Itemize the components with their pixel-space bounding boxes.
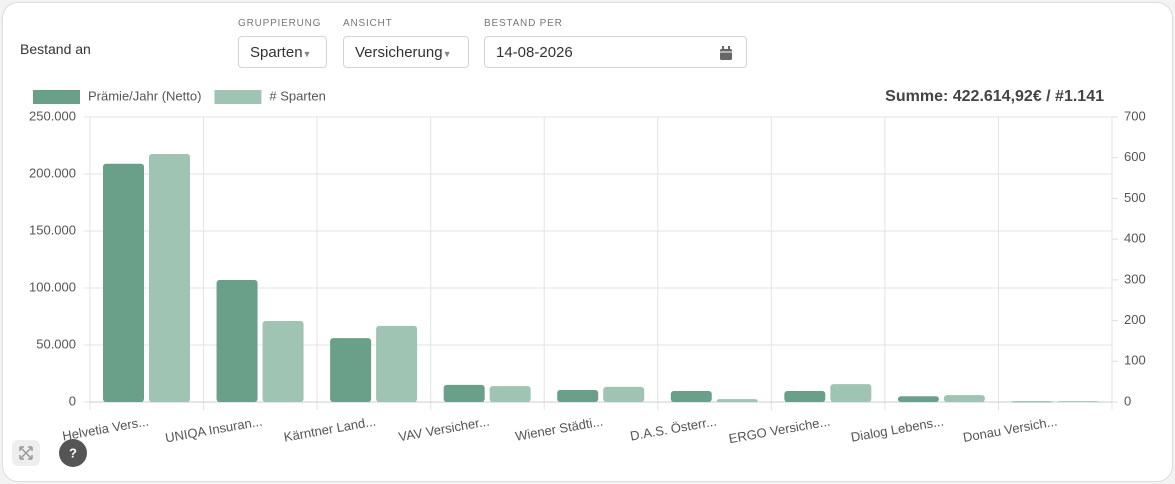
y2-tick-label: 500 [1124, 190, 1146, 205]
y2-tick-label: 100 [1124, 353, 1146, 368]
select[interactable]: Sparten▼ [238, 36, 327, 68]
y-tick-label: 0 [69, 393, 76, 408]
y2-tick-label: 200 [1124, 312, 1146, 327]
y-tick-label: 50.000 [36, 336, 76, 351]
calendar-icon [720, 46, 732, 60]
date-input[interactable]: 14-08-2026 [484, 36, 747, 68]
bar [603, 386, 645, 402]
y-tick-label: 200.000 [29, 165, 76, 180]
bar [830, 384, 872, 402]
control-label: ANSICHT [343, 18, 393, 29]
bar [716, 399, 758, 402]
select-value: Sparten [250, 44, 303, 61]
bar [262, 320, 304, 402]
legend-swatch [33, 90, 80, 104]
bar [1057, 401, 1099, 402]
y-tick-label: 250.000 [29, 108, 76, 123]
select-value: Versicherung [355, 44, 443, 61]
summary: Summe: 422.614,92€ / #1.141 [885, 88, 1104, 105]
x-tick-label: Donau Versich... [962, 414, 1059, 445]
x-tick-label: ERGO Versiche... [728, 414, 832, 447]
bar [103, 163, 144, 402]
bar [376, 325, 418, 402]
bar [943, 395, 985, 402]
x-tick-label: Wiener Städti... [514, 414, 604, 444]
y2-tick-label: 300 [1124, 271, 1146, 286]
x-tick-label: Helvetia Vers... [61, 414, 150, 444]
bar [557, 390, 599, 402]
bar [216, 280, 258, 402]
legend-label: # Sparten [269, 88, 325, 103]
y2-tick-label: 700 [1124, 108, 1146, 123]
bar [1011, 401, 1053, 403]
x-tick-label: VAV Versicher... [397, 414, 490, 445]
x-tick-label: Dialog Lebens... [850, 414, 945, 445]
y2-tick-label: 400 [1124, 231, 1146, 246]
legend-swatch [214, 90, 262, 104]
x-tick-label: D.A.S. Österr... [629, 414, 718, 444]
bar [670, 391, 712, 402]
legend-label: Prämie/Jahr (Netto) [88, 88, 201, 103]
bar [897, 396, 939, 402]
x-tick-label: Kärntner Land... [283, 414, 377, 445]
x-tick-label: UNIQA Insuran... [164, 414, 263, 446]
y2-tick-label: 0 [1124, 393, 1131, 408]
y-tick-label: 100.000 [29, 279, 76, 294]
y2-tick-label: 600 [1124, 149, 1146, 164]
bar [149, 154, 190, 402]
help-button[interactable]: ? [59, 439, 87, 467]
svg-text:?: ? [69, 445, 77, 460]
expand-icon[interactable] [12, 440, 40, 466]
date-value: 14-08-2026 [496, 44, 573, 61]
title: Bestand an [20, 41, 91, 57]
y-tick-label: 150.000 [29, 222, 76, 237]
bar [784, 391, 826, 402]
select[interactable]: Versicherung▼ [343, 36, 469, 68]
control-label: BESTAND PER [484, 18, 563, 29]
control-label: GRUPPIERUNG [238, 18, 322, 29]
bar [443, 384, 485, 402]
bar [489, 386, 531, 402]
bar [330, 338, 372, 402]
